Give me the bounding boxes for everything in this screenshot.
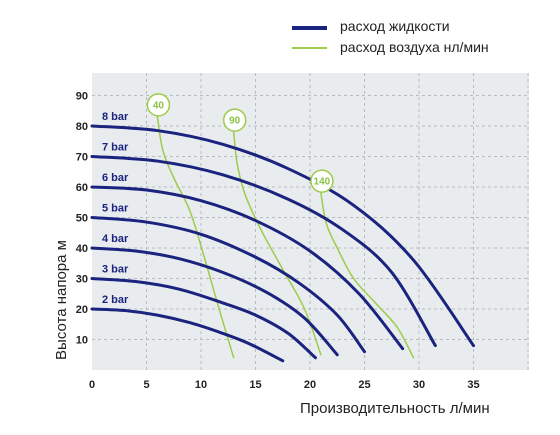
x-tick-label: 10 [195, 379, 207, 391]
pressure-label-7-bar: 7 bar [102, 142, 129, 154]
pressure-label-8-bar: 8 bar [102, 111, 129, 123]
y-tick-label: 90 [76, 91, 88, 103]
pressure-label-4-bar: 4 bar [102, 233, 129, 245]
air-flow-curves [156, 116, 415, 359]
liquid-curve-2-bar [90, 307, 285, 363]
y-tick-label: 20 [76, 304, 88, 316]
air-flow-label-40: 40 [153, 100, 165, 111]
y-tick-label: 40 [76, 243, 88, 255]
y-tick-label: 30 [76, 274, 88, 286]
air-flow-badge-140 [310, 169, 334, 193]
y-tick-label: 60 [76, 182, 88, 194]
air-curve-40 [156, 116, 235, 359]
y-axis-label: Высота напора м [53, 240, 70, 360]
curve-labels: 2 bar 3 bar 4 bar 5 bar 6 bar 7 bar 8 bar 40 90 1… [102, 93, 334, 306]
y-tick-label: 10 [76, 335, 88, 347]
liquid-curve-3-bar [90, 277, 317, 360]
y-tick-label: 50 [76, 213, 88, 225]
legend: расход жидкости расход воздуха нл/мин [292, 18, 489, 55]
x-tick-label: 5 [143, 379, 149, 391]
air-curve-140 [320, 192, 415, 359]
air-curve-90 [232, 131, 322, 356]
legend-liquid-label: расход жидкости [340, 18, 450, 34]
liquid-flow-curves [90, 124, 475, 363]
x-tick-label: 20 [304, 379, 316, 391]
pressure-label-3-bar: 3 bar [102, 264, 129, 276]
air-flow-badge-40 [146, 93, 171, 117]
pressure-label-2-bar: 2 bar [102, 294, 129, 306]
x-tick-labels: 0 5 10 15 20 25 30 35 [89, 379, 480, 391]
x-tick-label: 15 [249, 379, 261, 391]
liquid-curve-5-bar [90, 216, 366, 354]
liquid-curve-7-bar [90, 155, 437, 348]
x-axis-label: Производительность л/мин [300, 400, 490, 417]
x-tick-label: 35 [467, 379, 479, 391]
x-tick-label: 25 [358, 379, 370, 391]
air-flow-badge-90 [222, 108, 247, 132]
x-tick-label: 0 [89, 379, 95, 391]
liquid-curve-8-bar [90, 124, 475, 348]
air-flow-label-140: 140 [314, 177, 331, 188]
pressure-label-5-bar: 5 bar [102, 203, 129, 215]
pressure-label-6-bar: 6 bar [102, 172, 129, 184]
liquid-curve-4-bar [90, 246, 339, 357]
y-tick-label: 80 [76, 121, 88, 133]
liquid-curve-6-bar [90, 185, 405, 351]
legend-air-label: расход воздуха нл/мин [340, 39, 489, 55]
y-tick-labels: 10 20 30 40 50 60 70 80 90 [76, 91, 88, 347]
air-flow-label-90: 90 [229, 116, 241, 127]
y-tick-label: 70 [76, 152, 88, 164]
x-tick-label: 30 [413, 379, 425, 391]
